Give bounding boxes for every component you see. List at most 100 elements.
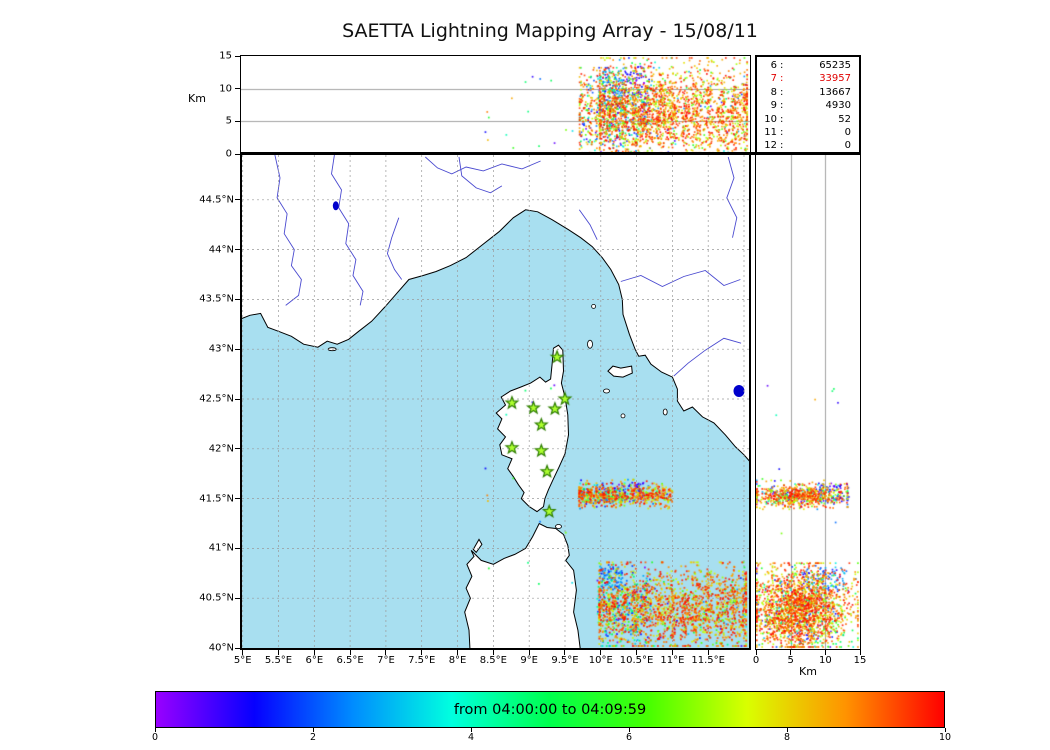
longitude-tickmark (242, 650, 244, 655)
altitude-longitude-scatter-canvas (241, 56, 750, 154)
right-altitude-tick-label: 15 (853, 655, 867, 666)
latitude-tickmark (235, 498, 240, 500)
right-altitude-axis-label: Km (799, 665, 817, 678)
colorbar-tickmark (786, 728, 788, 732)
stats-row-source-count: 0 (844, 140, 851, 152)
colorbar-tick-label: 10 (938, 732, 952, 743)
stats-row-station-count: 8 (770, 86, 777, 98)
longitude-tick-label: 6.5°E (336, 655, 364, 666)
colorbar-tickmark (154, 728, 156, 732)
latitude-tickmark (235, 199, 240, 201)
latitude-tickmark (235, 348, 240, 350)
longitude-tickmark (600, 650, 602, 655)
altitude-tickmark (235, 120, 240, 122)
stats-row-colon: : (780, 113, 784, 125)
longitude-tick-label: 5.5°E (264, 655, 293, 666)
map-scatter-canvas (242, 155, 749, 648)
longitude-tick-label: 8°E (448, 655, 467, 666)
colorbar-tick-label: 0 (151, 732, 159, 743)
stats-row-source-count: 33957 (819, 73, 851, 85)
altitude-tick-label: 15 (219, 50, 232, 62)
altitude-tick-label: 0 (225, 148, 232, 160)
stats-row-station-count: 9 (770, 100, 777, 112)
latitude-tickmark (235, 597, 240, 599)
longitude-tickmark (707, 650, 709, 655)
right-altitude-tick-label: 0 (752, 655, 760, 666)
latitude-tickmark (235, 647, 240, 649)
stats-row-source-count: 52 (838, 113, 851, 125)
latitude-tick-label: 40°N (208, 642, 234, 654)
longitude-tick-label: 11.5°E (691, 655, 725, 666)
stats-row-station-count: 11 (764, 127, 777, 139)
longitude-tickmark (457, 650, 459, 655)
right-altitude-tickmark (859, 650, 861, 655)
longitude-tickmark (421, 650, 423, 655)
colorbar-tick-label: 4 (467, 732, 475, 743)
altitude-axis-label: Km (188, 92, 206, 105)
latitude-tickmark (235, 398, 240, 400)
stats-row-station-count: 10 (764, 113, 777, 125)
latitude-tick-label: 41.5°N (199, 493, 234, 505)
stats-row-source-count: 13667 (819, 86, 851, 98)
longitude-tickmark (313, 650, 315, 655)
colorbar-tick-label: 8 (783, 732, 791, 743)
altitude-vs-longitude-panel (240, 55, 751, 155)
longitude-tickmark (564, 650, 566, 655)
stats-row: 12: 0 (757, 139, 859, 152)
stats-row-colon: : (780, 60, 784, 71)
latitude-tickmark (235, 298, 240, 300)
longitude-tick-label: 8.5°E (479, 655, 507, 666)
right-altitude-tickmark (790, 650, 792, 655)
latitude-tick-label: 42°N (208, 443, 234, 455)
map-panel (240, 155, 751, 650)
stats-row: 10: 52 (757, 113, 859, 126)
latitude-tickmark (235, 547, 240, 549)
stats-row-colon: : (780, 73, 784, 85)
stats-row: 9: 4930 (757, 99, 859, 112)
colorbar-tickmark (628, 728, 630, 732)
right-altitude-tick-label: 5 (787, 655, 794, 666)
stats-row-station-count: 7 (770, 73, 777, 85)
longitude-tick-label: 9.5°E (551, 655, 579, 666)
colorbar-tick-label: 2 (309, 732, 317, 743)
longitude-tick-label: 7.5°E (408, 655, 436, 666)
stats-row-colon: : (780, 127, 784, 139)
colorbar-tick-label: 6 (625, 732, 633, 743)
altitude-tickmark (235, 88, 240, 90)
latitude-tick-label: 43.5°N (199, 293, 234, 305)
longitude-tickmark (528, 650, 530, 655)
right-altitude-tickmark (824, 650, 826, 655)
latitude-tick-label: 44°N (208, 244, 234, 256)
stats-row: 6: 65235 (757, 59, 859, 72)
longitude-tick-label: 10°E (588, 655, 613, 666)
altitude-tickmark (235, 55, 240, 57)
latitude-tick-label: 44.5°N (199, 194, 234, 206)
stats-row: 8: 13667 (757, 86, 859, 99)
longitude-tickmark (492, 650, 494, 655)
right-altitude-tickmark (755, 650, 757, 655)
altitude-tickmark (235, 153, 240, 155)
stats-row-source-count: 0 (844, 127, 851, 139)
altitude-vs-latitude-panel (755, 155, 861, 650)
stats-row-colon: : (780, 100, 784, 112)
colorbar-tickmark (944, 728, 946, 732)
stats-row-source-count: 65235 (819, 60, 851, 71)
longitude-tickmark (349, 650, 351, 655)
latitude-tick-label: 43°N (208, 343, 234, 355)
latitude-tick-label: 41°N (208, 542, 234, 554)
stats-row-colon: : (780, 140, 784, 152)
stats-row: 11: 0 (757, 126, 859, 139)
colorbar-range-label: from 04:00:00 to 04:09:59 (453, 701, 647, 718)
longitude-tickmark (671, 650, 673, 655)
longitude-tickmark (278, 650, 280, 655)
panel-divider-bar (240, 152, 861, 155)
longitude-tick-label: 7°E (377, 655, 395, 666)
time-colorbar: from 04:00:00 to 04:09:59 (155, 691, 945, 728)
colorbar-tickmark (312, 728, 314, 732)
longitude-tickmark (636, 650, 638, 655)
colorbar-tickmark (470, 728, 472, 732)
longitude-tick-label: 5°E (233, 655, 252, 666)
right-altitude-tick-label: 10 (818, 655, 832, 666)
longitude-tick-label: 6°E (305, 655, 324, 666)
